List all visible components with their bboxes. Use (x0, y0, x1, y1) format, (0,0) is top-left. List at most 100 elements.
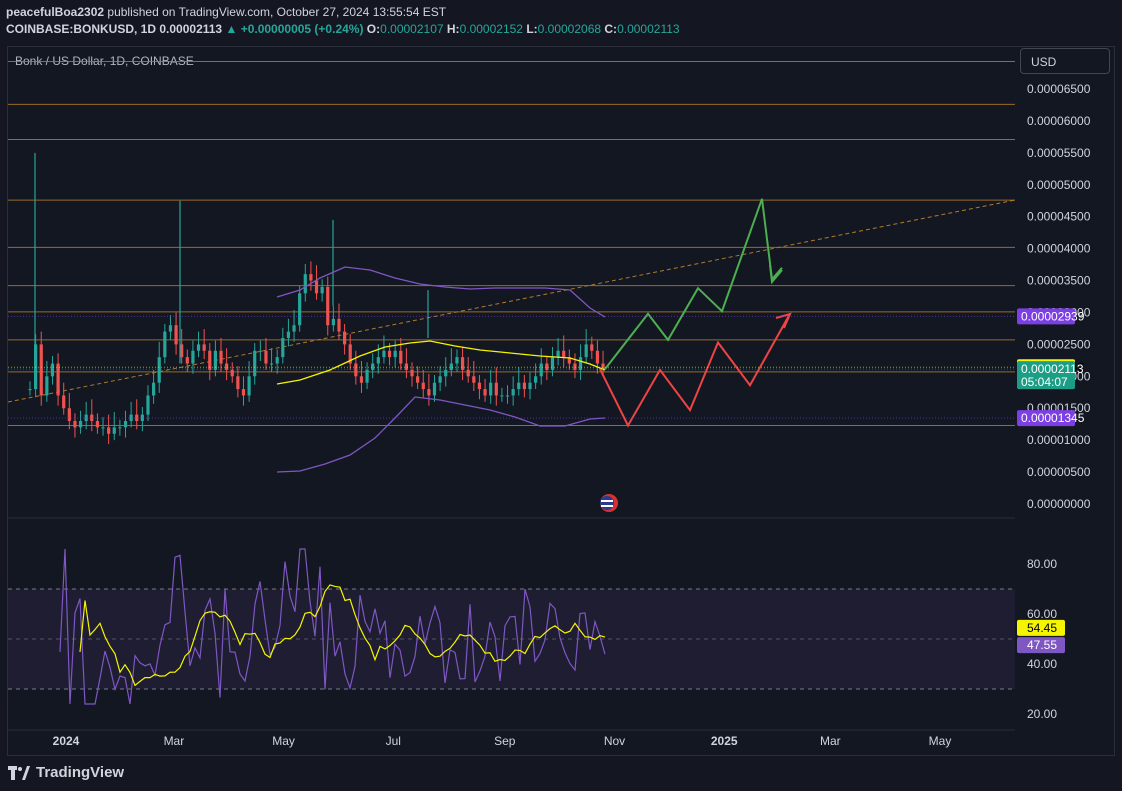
candle-body (404, 363, 409, 370)
candle-body (56, 363, 60, 396)
candle-body (466, 369, 470, 377)
price-label-text: 0.00001345 (1021, 411, 1085, 425)
candle-body (432, 382, 437, 396)
close-label: C: (604, 22, 618, 36)
candle-body (573, 363, 577, 370)
green-projection-path (604, 198, 783, 370)
candle-body (314, 280, 319, 294)
price-tick-label: 0.00005500 (1027, 146, 1091, 160)
high-label: H: (446, 22, 460, 36)
red-arrow-head (775, 312, 792, 329)
candle-body (168, 325, 173, 332)
rsi-label-box (1017, 619, 1065, 636)
chart-frame[interactable] (7, 46, 1115, 756)
candle-body (399, 350, 403, 364)
candle-body (185, 357, 189, 364)
price-label-box (1017, 308, 1075, 325)
candle-body (489, 382, 493, 396)
candle-body (348, 344, 352, 364)
candle-body (472, 376, 476, 383)
candle-body (241, 389, 246, 396)
price-tick-label: 0.00001000 (1027, 433, 1091, 447)
candle-body (208, 350, 212, 370)
candle-body (421, 382, 425, 390)
trend-line (7, 199, 1016, 403)
candle-body (191, 350, 195, 364)
candle-body (135, 414, 139, 421)
candle-body (157, 357, 161, 383)
candle-body (118, 427, 122, 429)
candle-body (590, 344, 594, 351)
currency-selector[interactable]: USD (1020, 48, 1110, 74)
candle-body (500, 395, 504, 397)
header-line-1: peacefulBoa2302 published on TradingView… (6, 5, 446, 19)
candle-body (50, 363, 55, 377)
price-label-box (1017, 361, 1075, 390)
brand-name: TradingView (36, 764, 125, 781)
candle-body (528, 382, 532, 390)
candle-body (387, 350, 392, 358)
candle-body (371, 363, 375, 370)
candle-body (517, 382, 521, 390)
publisher-name[interactable]: peacefulBoa2302 (6, 5, 105, 19)
time-tick-label: 2025 (711, 734, 738, 748)
candle-body (107, 427, 111, 434)
close-value: 0.00002113 (617, 22, 680, 36)
candle-body (455, 357, 459, 364)
time-tick-label: 2024 (53, 734, 80, 748)
red-projection-path (599, 313, 791, 428)
time-tick-label: May (272, 734, 295, 748)
time-tick-label: Sep (494, 734, 516, 748)
price-tick-label: 0.00006500 (1027, 82, 1091, 96)
price-label-text: 0.00002939 (1021, 309, 1085, 323)
candle-body (140, 414, 144, 421)
candle-body (511, 389, 515, 396)
candle-body (281, 338, 285, 358)
published-text: published on TradingView.com, October 27… (107, 5, 447, 19)
candle-body (151, 382, 156, 396)
candle-body (354, 363, 358, 377)
candle-body (28, 389, 32, 391)
price-label-box (1017, 410, 1075, 427)
price-tick-label: 0.00000500 (1027, 465, 1091, 479)
price-tick-label: 0.00003500 (1027, 274, 1091, 288)
rsi-tick-label: 80.00 (1027, 557, 1057, 571)
candle-body (196, 344, 201, 351)
price-label-text: 0.00002113 (1021, 362, 1084, 376)
candle-body (213, 350, 217, 370)
symbol-name[interactable]: COINBASE:BONKUSD, 1D (6, 22, 157, 36)
candle-body (34, 344, 38, 390)
candle-body (550, 357, 555, 370)
candle-body (505, 395, 510, 397)
tradingview-brand: TradingView (8, 764, 124, 781)
candle-body (275, 357, 279, 364)
open-value: 0.00002107 (380, 22, 444, 36)
candle-body (236, 376, 240, 390)
candle-body (286, 331, 291, 338)
header-line-2: COINBASE:BONKUSD, 1D 0.00002113 ▲ +0.000… (6, 22, 680, 36)
us-flag-icon (600, 496, 614, 510)
candle-body (101, 427, 105, 429)
candle-body (483, 389, 487, 396)
rsi-tick-label: 20.00 (1027, 707, 1057, 721)
candle-body (410, 369, 414, 377)
rsi-tick-label: 40.00 (1027, 657, 1057, 671)
candle-body (298, 293, 302, 326)
low-value: 0.00002068 (537, 22, 602, 36)
candle-body (562, 350, 566, 358)
candle-body (343, 331, 347, 345)
us-flag-stripe (601, 505, 613, 507)
bollinger-upper-band (276, 266, 606, 318)
candle-body (253, 350, 257, 377)
candle-body (438, 376, 442, 383)
price-tick-label: 0.00005000 (1027, 178, 1091, 192)
candle-body (460, 357, 465, 370)
time-tick-label: Jul (386, 734, 401, 748)
green-arrow-head (769, 264, 783, 285)
bollinger-lower-band (276, 396, 606, 473)
candle-body (62, 395, 66, 409)
candle-body (477, 382, 482, 390)
candle-body (578, 357, 583, 370)
candle-body (556, 350, 560, 358)
